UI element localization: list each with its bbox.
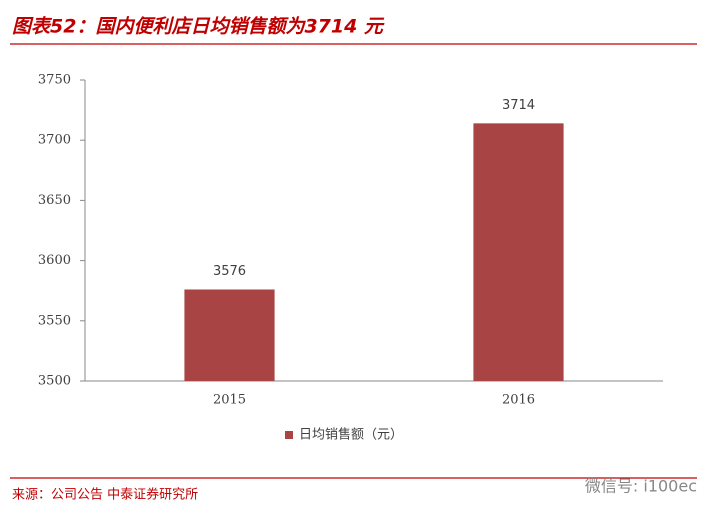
source: 来源：公司公告 中泰证券研究所 (12, 487, 198, 503)
bar (473, 123, 564, 382)
data-label: 3576 (213, 264, 246, 279)
y-tick-label: 3750 (38, 73, 71, 88)
x-tick-label: 2016 (502, 393, 535, 408)
y-tick-label: 3650 (38, 193, 71, 208)
legend-label: 日均销售额（元） (299, 427, 403, 443)
chart-title: 图表52：国内便利店日均销售额为3714 元 (12, 16, 385, 38)
data-label: 3714 (502, 98, 535, 113)
y-tick-label: 3550 (38, 313, 71, 328)
y-tick-label: 3500 (38, 374, 71, 389)
watermark: 微信号: i100ec (585, 477, 697, 496)
x-tick-label: 2015 (213, 393, 246, 408)
y-tick-label: 3600 (38, 253, 71, 268)
legend-swatch (285, 431, 293, 439)
y-tick-label: 3700 (38, 133, 71, 148)
bar (184, 289, 275, 381)
